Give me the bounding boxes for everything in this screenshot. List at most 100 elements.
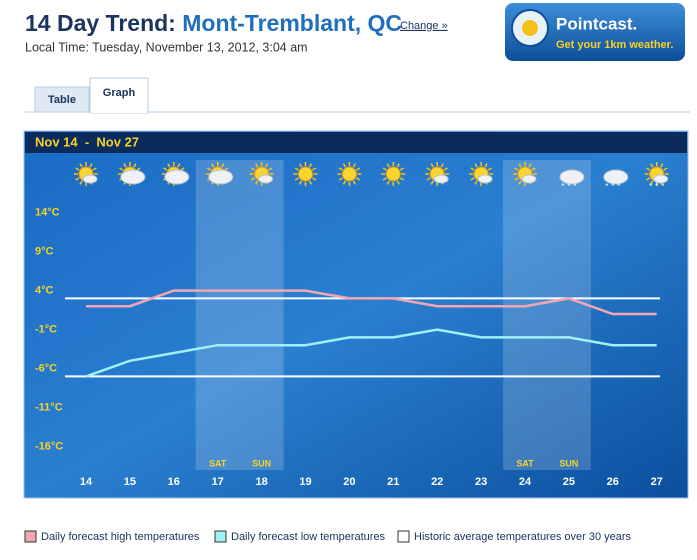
snowflake: * bbox=[561, 182, 564, 191]
sun-ray bbox=[443, 167, 448, 171]
x-tick-label: 16 bbox=[168, 476, 180, 488]
day-label: SAT bbox=[516, 458, 534, 468]
sun-ray bbox=[254, 163, 259, 168]
snowflake: * bbox=[573, 182, 576, 191]
x-tick-label: 20 bbox=[343, 476, 355, 488]
x-tick-label: 19 bbox=[299, 476, 311, 488]
sun-ray bbox=[660, 163, 664, 168]
y-tick-label: -6°C bbox=[35, 363, 57, 375]
x-tick-label: 25 bbox=[563, 476, 575, 488]
sun-ray bbox=[487, 167, 492, 171]
sun bbox=[385, 166, 401, 182]
weather-icon bbox=[205, 162, 234, 186]
weather-icon bbox=[117, 162, 146, 186]
sun-ray bbox=[650, 180, 654, 185]
y-tick-label: 14°C bbox=[35, 207, 60, 219]
sun-ray bbox=[645, 167, 651, 171]
x-tick-label: 18 bbox=[255, 476, 267, 488]
tab-table[interactable] bbox=[34, 86, 90, 113]
sun-ray bbox=[342, 180, 347, 185]
cloud bbox=[433, 174, 449, 184]
cloud bbox=[258, 174, 274, 184]
chart-panel bbox=[23, 130, 689, 499]
sun-ray bbox=[528, 163, 532, 168]
cloud bbox=[82, 174, 98, 184]
sun-ray bbox=[386, 180, 390, 185]
sun-ray bbox=[396, 180, 400, 185]
chart-header bbox=[25, 132, 687, 153]
sun-ray bbox=[308, 180, 313, 185]
sun bbox=[298, 166, 313, 182]
sun-ray bbox=[163, 167, 168, 171]
sun-ray bbox=[123, 163, 127, 168]
tab-label: Table bbox=[48, 94, 76, 106]
sun-ray bbox=[254, 180, 259, 185]
pointcast-badge[interactable]: Pointcast. Get your 1km weather. bbox=[505, 3, 685, 61]
sun-ray bbox=[518, 163, 522, 168]
sun-ray bbox=[221, 163, 225, 168]
cloud bbox=[603, 169, 629, 185]
sun-ray bbox=[430, 180, 434, 185]
legend-label: Daily forecast high temperatures bbox=[41, 531, 200, 543]
sun-ray bbox=[308, 163, 313, 168]
sun-ray bbox=[426, 177, 431, 181]
x-tick-label: 22 bbox=[431, 476, 443, 488]
sun-ray bbox=[211, 163, 215, 168]
legend-label: Daily forecast low temperatures bbox=[231, 531, 386, 543]
badge-subtitle: Get your 1km weather. bbox=[556, 39, 673, 51]
snowflake: * bbox=[617, 182, 620, 191]
sun-ray bbox=[92, 167, 97, 171]
y-tick-label: -1°C bbox=[35, 324, 57, 336]
badge-title: Pointcast. bbox=[556, 14, 637, 33]
sun-ray bbox=[338, 177, 343, 181]
sun-ray bbox=[518, 180, 522, 185]
weather-icon bbox=[381, 162, 406, 186]
sun-ray bbox=[75, 167, 80, 171]
x-tick-label: 27 bbox=[651, 476, 663, 488]
weather-icon bbox=[425, 162, 450, 186]
change-link[interactable]: Change » bbox=[400, 20, 448, 32]
sun-ray bbox=[663, 167, 668, 171]
sun-ray bbox=[399, 167, 405, 171]
series-line bbox=[85, 328, 657, 378]
snowflake: * bbox=[605, 182, 608, 191]
sun-ray bbox=[298, 163, 303, 168]
weekend-shade bbox=[239, 160, 284, 470]
sun-ray bbox=[119, 167, 124, 171]
y-tick-label: -16°C bbox=[35, 441, 63, 453]
sun-ray bbox=[352, 180, 357, 185]
snowflake: * bbox=[611, 182, 614, 191]
sun-ray bbox=[133, 163, 137, 168]
sun-ray bbox=[650, 163, 654, 168]
sun-ray bbox=[75, 177, 80, 181]
chart-title: Nov 14 - Nov 27 bbox=[35, 134, 139, 149]
day-label: SUN bbox=[252, 458, 271, 468]
sun-ray bbox=[470, 167, 475, 171]
snowflake: * bbox=[655, 182, 658, 191]
sun-ray bbox=[206, 167, 212, 171]
y-tick-label: 9°C bbox=[35, 246, 54, 258]
sun-ray bbox=[474, 163, 478, 168]
sun-ray bbox=[89, 163, 93, 168]
snowflake: * bbox=[567, 182, 570, 191]
sun-ray bbox=[177, 163, 181, 168]
sun-ray bbox=[79, 163, 83, 168]
sun-ray bbox=[474, 180, 478, 185]
sun-ray bbox=[426, 167, 431, 171]
sun-ray bbox=[514, 177, 519, 181]
sun-ray bbox=[382, 177, 387, 181]
weather-icon bbox=[469, 162, 494, 186]
weather-icon: * * * bbox=[559, 169, 585, 191]
page-title: 14 Day Trend: Mont-Tremblant, QC bbox=[25, 10, 402, 36]
sun-ray bbox=[440, 163, 444, 168]
sun-ray bbox=[298, 180, 303, 185]
x-tick-label: 23 bbox=[475, 476, 487, 488]
sun-ray bbox=[250, 177, 256, 181]
weather-icon bbox=[161, 162, 190, 186]
cloud bbox=[559, 169, 585, 185]
sun-ray bbox=[531, 167, 536, 171]
weather-icon: * * * bbox=[603, 169, 629, 191]
tab-graph[interactable] bbox=[89, 77, 149, 114]
cloud bbox=[120, 169, 146, 185]
